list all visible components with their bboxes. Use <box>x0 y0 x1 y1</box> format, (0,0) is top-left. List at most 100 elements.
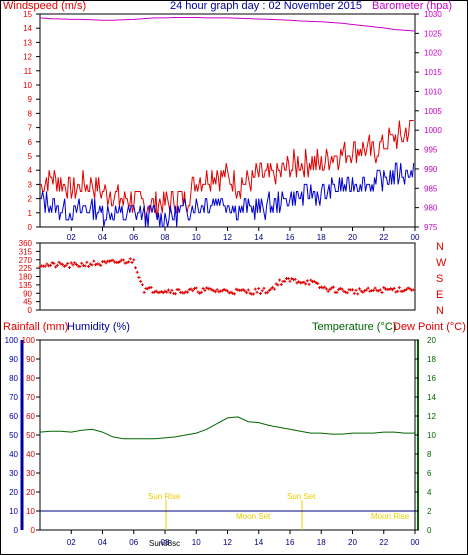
direction-point <box>182 291 186 295</box>
temperature-y-tick-label: 14 <box>427 393 436 402</box>
direction-point <box>382 286 386 290</box>
direction-point <box>309 278 313 282</box>
direction-point <box>161 291 165 295</box>
direction-point <box>38 265 42 269</box>
direction-point <box>359 289 363 293</box>
wind-average-line <box>40 162 415 228</box>
direction-point <box>272 287 276 291</box>
direction-point <box>269 287 273 291</box>
temperature-y-tick-label: 12 <box>427 412 436 421</box>
direction-point <box>373 286 377 290</box>
direction-point <box>160 290 164 294</box>
direction-point <box>396 289 400 293</box>
dew-title: Dew Point (°C) <box>393 321 466 333</box>
direction-point <box>199 290 203 294</box>
baro-y-tick-label: 1005 <box>424 107 442 116</box>
direction-point <box>286 277 290 281</box>
direction-point <box>226 289 229 293</box>
direction-y-tick-label: 45 <box>23 298 32 307</box>
direction-point <box>94 263 98 267</box>
direction-point <box>92 259 96 263</box>
direction-point <box>239 288 243 292</box>
wind-x-tick-label: 22 <box>379 233 388 242</box>
wind-y-tick-label: 10 <box>23 81 32 90</box>
direction-point <box>328 287 332 291</box>
wind-y-tick-label: 8 <box>28 109 33 118</box>
direction-point <box>217 290 221 294</box>
direction-point <box>271 285 275 289</box>
direction-point <box>201 286 205 290</box>
direction-point <box>69 261 73 265</box>
direction-point <box>186 290 190 294</box>
direction-point <box>408 287 412 291</box>
direction-point <box>66 261 70 265</box>
direction-point <box>345 291 349 295</box>
direction-point <box>173 292 177 296</box>
temperature-y-tick-label: 4 <box>427 488 432 497</box>
direction-point <box>121 258 125 262</box>
humidity-x-tick-label: 14 <box>254 538 263 547</box>
direction-point <box>48 263 52 267</box>
baro-y-tick-label: 1030 <box>424 10 442 19</box>
direction-point <box>222 287 226 291</box>
direction-point <box>241 288 245 292</box>
direction-point <box>232 292 236 296</box>
direction-point <box>330 286 334 290</box>
direction-point <box>80 261 84 265</box>
humidity-y-tick-label: 100 <box>5 336 19 345</box>
direction-point <box>406 286 410 290</box>
direction-point <box>389 287 393 291</box>
direction-point <box>132 258 136 262</box>
wind-y-tick-label: 0 <box>28 223 33 232</box>
direction-point <box>163 289 167 293</box>
barometer-line <box>39 17 416 32</box>
wind-y-tick-label: 14 <box>23 24 32 33</box>
direction-point <box>297 280 301 284</box>
temperature-y-tick-label: 10 <box>427 431 436 440</box>
baro-y-tick-label: 1025 <box>424 29 442 38</box>
direction-point <box>394 290 398 294</box>
direction-point <box>130 260 134 264</box>
wind-x-tick-label: 12 <box>223 233 232 242</box>
direction-point <box>278 278 282 282</box>
moonrise-label: Moon Rise <box>371 512 410 521</box>
direction-point <box>337 288 341 292</box>
direction-point <box>85 260 89 264</box>
direction-point <box>290 277 294 281</box>
humidity-x-tick-label: 18 <box>317 538 326 547</box>
sunrise-label: Sun Rise <box>148 492 181 501</box>
humidity-title: Humidity (%) <box>67 321 130 333</box>
rainfall-y-tick-label: 50 <box>26 431 35 440</box>
direction-point <box>229 290 233 294</box>
temp-title: Temperature (°C) <box>312 321 396 333</box>
rain-title: Rainfall (mm) <box>3 321 68 333</box>
direction-point <box>364 288 368 292</box>
direction-point <box>246 288 250 292</box>
temperature-y-tick-label: 6 <box>427 469 432 478</box>
humidity-y-tick-label: 20 <box>9 488 18 497</box>
wind-x-tick-label: 02 <box>67 233 76 242</box>
humidity-y-tick-label: 0 <box>14 526 19 535</box>
rainfall-y-tick-label: 20 <box>26 488 35 497</box>
direction-point <box>324 287 328 291</box>
direction-point <box>140 283 144 287</box>
temperature-y-tick-label: 2 <box>427 507 432 516</box>
direction-point <box>356 292 360 296</box>
dir-label-w: W <box>436 257 447 269</box>
dir-label-s: S <box>436 273 443 285</box>
rainfall-y-tick-label: 80 <box>26 374 35 383</box>
direction-point <box>78 265 82 269</box>
direction-point <box>368 289 372 293</box>
direction-point <box>104 261 108 265</box>
direction-point <box>274 282 278 286</box>
baro-title: Barometer (hpa) <box>372 0 452 12</box>
direction-point <box>295 281 299 285</box>
wind-y-tick-label: 5 <box>28 152 33 161</box>
direction-y-tick-label: 270 <box>19 256 33 265</box>
dir-label-e: E <box>436 289 443 301</box>
humidity-plot-border <box>39 339 416 531</box>
direction-point <box>321 286 325 290</box>
direction-point <box>392 286 396 290</box>
direction-point <box>116 260 120 264</box>
direction-point <box>57 260 61 264</box>
